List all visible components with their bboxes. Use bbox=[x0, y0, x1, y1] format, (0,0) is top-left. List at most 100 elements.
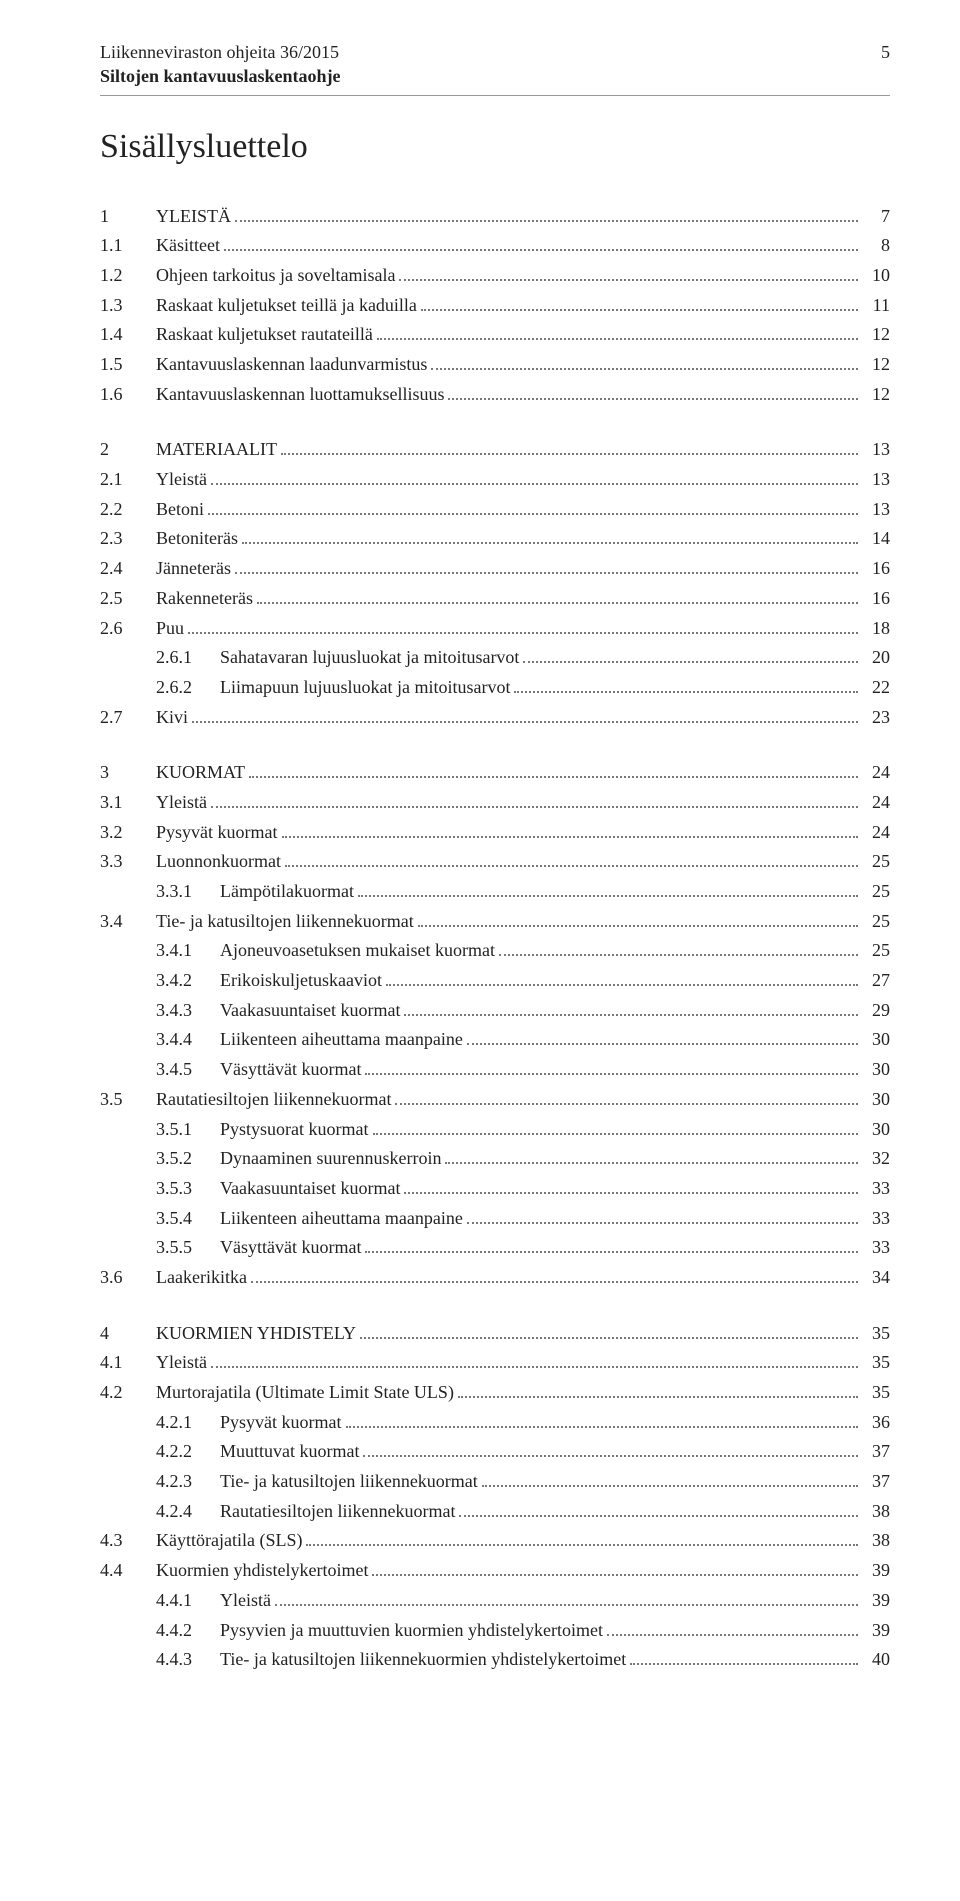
toc-leader bbox=[188, 615, 858, 633]
toc-entry-number: 3.5.3 bbox=[156, 1174, 220, 1204]
toc-entry-label: Tie- ja katusiltojen liikennekuormat bbox=[156, 907, 414, 937]
toc-entry-page: 25 bbox=[862, 877, 890, 907]
toc-entry-page: 30 bbox=[862, 1025, 890, 1055]
toc-row: 3.5.4Liikenteen aiheuttama maanpaine33 bbox=[100, 1204, 890, 1234]
toc-entry-page: 25 bbox=[862, 936, 890, 966]
header-rule bbox=[100, 95, 890, 96]
toc-leader bbox=[346, 1410, 859, 1428]
toc-leader bbox=[211, 467, 858, 485]
toc-entry-page: 23 bbox=[862, 703, 890, 733]
toc-row: 4.3Käyttörajatila (SLS)38 bbox=[100, 1526, 890, 1556]
toc-entry-number: 4.2.2 bbox=[156, 1437, 220, 1467]
toc-row: 1.1Käsitteet8 bbox=[100, 231, 890, 261]
toc-entry-number: 3.3.1 bbox=[156, 877, 220, 907]
toc-entry-number: 2.7 bbox=[100, 703, 156, 733]
table-of-contents: 1YLEISTÄ71.1Käsitteet81.2Ohjeen tarkoitu… bbox=[100, 202, 890, 1675]
toc-section: 1YLEISTÄ71.1Käsitteet81.2Ohjeen tarkoitu… bbox=[100, 202, 890, 410]
toc-row: 3.5.5Väsyttävät kuormat33 bbox=[100, 1233, 890, 1263]
toc-leader bbox=[224, 233, 858, 251]
toc-entry-label: Liikenteen aiheuttama maanpaine bbox=[220, 1025, 463, 1055]
toc-entry-label: Muuttuvat kuormat bbox=[220, 1437, 359, 1467]
toc-entry-label: Yleistä bbox=[156, 788, 207, 818]
toc-section: 4KUORMIEN YHDISTELY354.1Yleistä354.2Murt… bbox=[100, 1319, 890, 1675]
toc-leader bbox=[285, 849, 858, 867]
toc-leader bbox=[208, 497, 858, 515]
toc-leader bbox=[467, 1205, 858, 1223]
toc-entry-page: 40 bbox=[862, 1645, 890, 1675]
toc-row: 2.6Puu18 bbox=[100, 614, 890, 644]
toc-leader bbox=[399, 263, 858, 281]
toc-row: 3KUORMAT24 bbox=[100, 758, 890, 788]
toc-entry-label: Jänneteräs bbox=[156, 554, 231, 584]
toc-entry-label: Raskaat kuljetukset teillä ja kaduilla bbox=[156, 291, 417, 321]
toc-entry-number: 1.6 bbox=[100, 380, 156, 410]
toc-entry-page: 7 bbox=[862, 202, 890, 232]
toc-entry-page: 38 bbox=[862, 1497, 890, 1527]
toc-entry-page: 35 bbox=[862, 1319, 890, 1349]
toc-entry-page: 24 bbox=[862, 788, 890, 818]
toc-entry-number: 2 bbox=[100, 435, 156, 465]
toc-entry-number: 3.6 bbox=[100, 1263, 156, 1293]
toc-entry-page: 35 bbox=[862, 1378, 890, 1408]
toc-entry-page: 33 bbox=[862, 1174, 890, 1204]
toc-entry-number: 4.4.3 bbox=[156, 1645, 220, 1675]
toc-leader bbox=[482, 1469, 858, 1487]
toc-entry-number: 3.4.4 bbox=[156, 1025, 220, 1055]
toc-entry-label: MATERIAALIT bbox=[156, 435, 277, 465]
toc-leader bbox=[211, 1350, 858, 1368]
toc-entry-number: 4.1 bbox=[100, 1348, 156, 1378]
toc-entry-number: 1.1 bbox=[100, 231, 156, 261]
toc-entry-number: 2.6 bbox=[100, 614, 156, 644]
toc-entry-page: 12 bbox=[862, 380, 890, 410]
toc-entry-page: 10 bbox=[862, 261, 890, 291]
toc-entry-number: 3.5.4 bbox=[156, 1204, 220, 1234]
toc-row: 1.6Kantavuuslaskennan luottamuksellisuus… bbox=[100, 380, 890, 410]
toc-row: 3.3Luonnonkuormat25 bbox=[100, 847, 890, 877]
toc-entry-page: 18 bbox=[862, 614, 890, 644]
toc-leader bbox=[458, 1380, 858, 1398]
toc-leader bbox=[431, 352, 858, 370]
header-line-2: Siltojen kantavuuslaskentaohje bbox=[100, 64, 341, 88]
toc-entry-label: Laakerikitka bbox=[156, 1263, 247, 1293]
toc-row: 3.5Rautatiesiltojen liikennekuormat30 bbox=[100, 1085, 890, 1115]
toc-entry-number: 2.6.2 bbox=[156, 673, 220, 703]
toc-entry-number: 3 bbox=[100, 758, 156, 788]
toc-entry-label: Vaakasuuntaiset kuormat bbox=[220, 1174, 400, 1204]
toc-entry-page: 13 bbox=[862, 495, 890, 525]
toc-row: 4.4Kuormien yhdistelykertoimet39 bbox=[100, 1556, 890, 1586]
toc-entry-number: 3.5.2 bbox=[156, 1144, 220, 1174]
toc-leader bbox=[192, 704, 858, 722]
toc-entry-number: 1 bbox=[100, 202, 156, 232]
toc-entry-number: 4.3 bbox=[100, 1526, 156, 1556]
toc-entry-label: KUORMAT bbox=[156, 758, 245, 788]
toc-entry-number: 2.1 bbox=[100, 465, 156, 495]
toc-entry-page: 38 bbox=[862, 1526, 890, 1556]
toc-entry-number: 4.2 bbox=[100, 1378, 156, 1408]
toc-entry-label: Yleistä bbox=[156, 1348, 207, 1378]
toc-leader bbox=[358, 879, 858, 897]
toc-entry-page: 39 bbox=[862, 1616, 890, 1646]
toc-row: 2.5Rakenneteräs16 bbox=[100, 584, 890, 614]
toc-row: 3.4.2Erikoiskuljetuskaaviot27 bbox=[100, 966, 890, 996]
toc-row: 3.4.4Liikenteen aiheuttama maanpaine 30 bbox=[100, 1025, 890, 1055]
toc-row: 2.6.2Liimapuun lujuusluokat ja mitoitusa… bbox=[100, 673, 890, 703]
toc-leader bbox=[395, 1087, 858, 1105]
toc-entry-label: KUORMIEN YHDISTELY bbox=[156, 1319, 356, 1349]
toc-entry-number: 2.5 bbox=[100, 584, 156, 614]
toc-leader bbox=[211, 790, 858, 808]
toc-entry-label: Pysyvät kuormat bbox=[220, 1408, 342, 1438]
toc-entry-label: Kivi bbox=[156, 703, 188, 733]
toc-row: 1.3Raskaat kuljetukset teillä ja kaduill… bbox=[100, 291, 890, 321]
toc-row: 4.4.2Pysyvien ja muuttuvien kuormien yhd… bbox=[100, 1616, 890, 1646]
toc-entry-page: 25 bbox=[862, 847, 890, 877]
toc-entry-label: Luonnonkuormat bbox=[156, 847, 281, 877]
toc-entry-label: Liimapuun lujuusluokat ja mitoitusarvot bbox=[220, 673, 510, 703]
document-page: Liikenneviraston ohjeita 36/2015 Siltoje… bbox=[0, 0, 960, 1901]
toc-entry-page: 39 bbox=[862, 1556, 890, 1586]
toc-entry-page: 29 bbox=[862, 996, 890, 1026]
toc-row: 3.4.1Ajoneuvoasetuksen mukaiset kuormat2… bbox=[100, 936, 890, 966]
toc-entry-label: Ohjeen tarkoitus ja soveltamisala bbox=[156, 261, 395, 291]
toc-leader bbox=[377, 322, 858, 340]
toc-entry-label: Kantavuuslaskennan luottamuksellisuus bbox=[156, 380, 444, 410]
toc-entry-page: 22 bbox=[862, 673, 890, 703]
